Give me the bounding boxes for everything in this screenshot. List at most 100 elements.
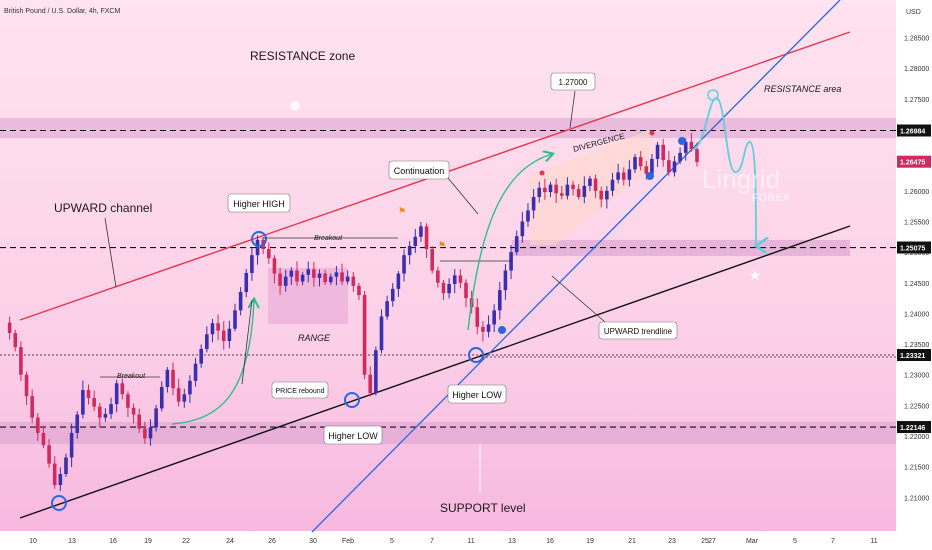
level-price-tag: [897, 349, 931, 362]
candle-body: [419, 226, 423, 237]
candle-body: [481, 326, 485, 332]
svg-text:Higher HIGH: Higher HIGH: [233, 199, 285, 209]
candle-body: [334, 272, 339, 277]
candle-body: [402, 255, 406, 274]
candle-body: [447, 283, 451, 294]
candle-body: [475, 307, 480, 327]
candle-body: [374, 350, 378, 394]
time-tick-label: 19: [586, 538, 594, 545]
candle-body: [126, 394, 130, 408]
price-axis[interactable]: 1.285001.280001.275001.270001.265001.260…: [897, 36, 931, 503]
candle-body: [24, 374, 29, 397]
candle-body: [543, 187, 547, 193]
level-price-label: 1.26475: [900, 160, 925, 167]
candle-body: [7, 322, 12, 334]
time-tick-label: 7: [831, 538, 835, 545]
watermark-sub: FOREX: [752, 192, 791, 204]
price-tick-label: 1.23500: [904, 342, 929, 349]
candle-body: [689, 141, 694, 150]
candle-body: [75, 414, 80, 433]
candle-body: [430, 249, 434, 271]
time-tick-label: 30: [309, 538, 317, 545]
candle-body: [345, 276, 350, 282]
candle-body: [650, 158, 654, 174]
candle-body: [576, 188, 581, 197]
price-tick-label: 1.28000: [904, 66, 929, 73]
time-tick-label: 7: [430, 538, 434, 545]
symbol-title: British Pound / U.S. Dollar, 4h, FXCM: [4, 8, 120, 15]
candles: [7, 133, 699, 492]
candle-body: [554, 184, 558, 194]
projection-path: [691, 97, 756, 246]
candle-body: [283, 276, 288, 286]
candle-body: [362, 295, 367, 375]
candle-body: [537, 187, 542, 197]
time-tick-label: 24: [226, 538, 234, 545]
time-tick-label: 19: [144, 538, 152, 545]
candle-body: [610, 179, 615, 191]
level-price-tag: [897, 155, 931, 168]
candle-body: [64, 457, 68, 474]
level-price-tag: [897, 124, 931, 137]
time-tick-label: 5: [390, 538, 394, 545]
candle-body: [52, 463, 57, 486]
candle-body: [559, 193, 564, 196]
target-price-callout: 1.27000: [550, 72, 596, 91]
candle-body: [593, 178, 598, 191]
candle-body: [216, 323, 220, 331]
time-tick-label: Mar: [746, 538, 759, 545]
candle-body: [255, 239, 260, 256]
price-rebound-callout: PRICE rebound: [271, 381, 329, 399]
candle-body: [599, 190, 604, 200]
candle-body: [633, 157, 637, 170]
candle-body: [357, 285, 361, 296]
candle-body: [103, 413, 108, 418]
candle-body: [312, 269, 316, 278]
candle-body: [58, 473, 63, 486]
candle-body: [616, 172, 620, 180]
upward-channel-label: UPWARD channel: [54, 201, 152, 215]
candle-body: [379, 316, 384, 351]
candle-body: [683, 141, 688, 153]
resistance-zone-icon: [290, 101, 300, 111]
time-axis[interactable]: 10 13 16 19 22 24 26 30 Feb 5 7 11 13 16 19 21 23 25 27 Mar…: [29, 538, 878, 545]
candle-body: [351, 276, 356, 286]
candle-body: [526, 210, 530, 222]
resistance-area-label: RESISTANCE area: [764, 84, 841, 94]
candle-body: [165, 369, 170, 387]
candle-body: [159, 386, 164, 409]
candle-body: [424, 226, 429, 250]
trendline-touch-dot: [498, 326, 506, 334]
candle-body: [210, 323, 215, 335]
candle-body: [413, 236, 418, 246]
range-label: RANGE: [298, 333, 331, 343]
candle-body: [148, 427, 153, 439]
candle-body: [588, 178, 592, 186]
watermark-main: Lingrid: [702, 164, 780, 194]
time-tick-label: 13: [508, 538, 516, 545]
candle-body: [278, 273, 282, 286]
time-tick-label: 21: [628, 538, 636, 545]
candle-body: [571, 184, 575, 189]
time-tick-label: 10: [29, 538, 37, 545]
candle-body: [520, 221, 525, 237]
continuation-callout: Continuation: [388, 160, 450, 180]
low-marker: [51, 495, 67, 511]
candle-body: [109, 404, 113, 414]
candle-body: [340, 272, 344, 282]
candle-body: [188, 380, 192, 395]
candle-body: [182, 394, 187, 402]
time-tick-label: Feb: [342, 538, 354, 545]
candle-body: [638, 157, 643, 167]
price-tick-label: 1.21000: [904, 495, 929, 502]
candle-body: [267, 249, 271, 259]
candle-body: [621, 172, 626, 180]
level-price-tag: [897, 421, 931, 434]
price-tick-label: 1.25500: [904, 219, 929, 226]
svg-text:PRICE rebound: PRICE rebound: [275, 388, 324, 395]
higher-low-marker: [468, 347, 484, 363]
price-tick-label: 1.25000: [904, 250, 929, 257]
candle-body: [97, 406, 102, 418]
candle-body: [86, 390, 91, 398]
